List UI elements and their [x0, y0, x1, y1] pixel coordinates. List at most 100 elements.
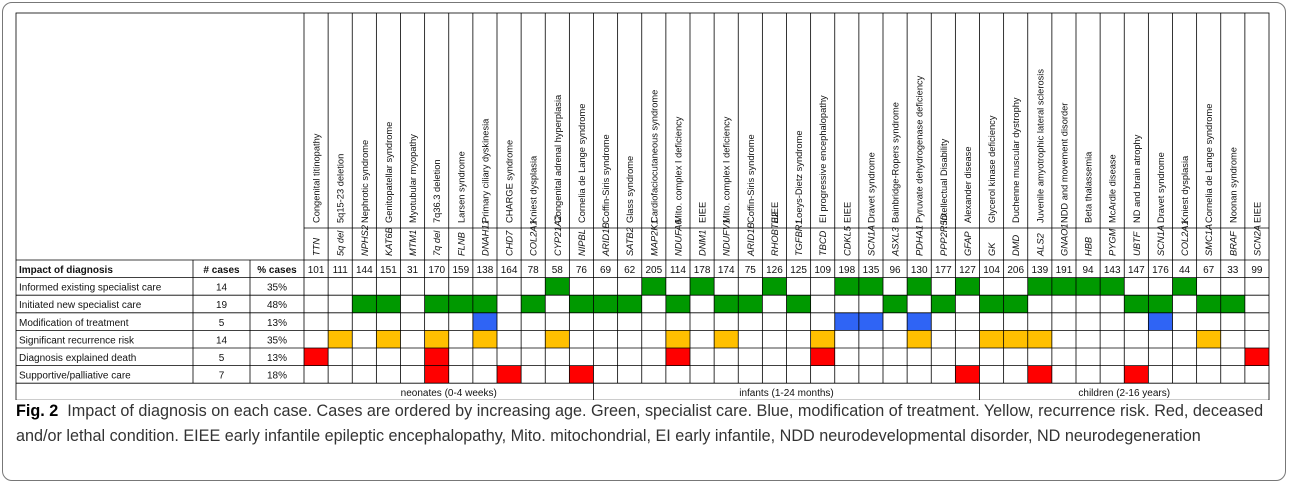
impact-cell-new [448, 295, 473, 313]
case-condition-label: Loeys-Dietz syndrome [794, 131, 804, 224]
impact-cell-new [1196, 295, 1221, 313]
case-gene-label: SATB2 [625, 226, 635, 256]
case-gene-label: FLNB [456, 232, 466, 256]
impact-cell-palliative [424, 365, 449, 384]
case-condition-label: ND and brain atrophy [1132, 134, 1142, 223]
case-gene-label: SMC1A [1204, 224, 1214, 256]
case-age-label: 69 [600, 265, 612, 276]
case-age-label: 206 [1007, 265, 1024, 276]
case-age-label: 126 [766, 265, 783, 276]
impact-cell-recur [665, 330, 690, 348]
impact-cell-new [593, 295, 618, 313]
case-gene-label: PYGM [1108, 228, 1118, 256]
case-age-label: 62 [624, 265, 636, 276]
case-gene-label: RHOBTB2 [770, 211, 780, 256]
case-age-label: 99 [1251, 265, 1263, 276]
impact-cell-specialist [907, 277, 932, 296]
impact-cell-new [617, 295, 642, 313]
impact-cell-recur [714, 330, 739, 348]
impact-cell-new [665, 295, 690, 313]
case-gene-label: TTN [312, 238, 322, 256]
case-age-label: 138 [477, 265, 494, 276]
case-age-label: 78 [528, 265, 540, 276]
impact-cell-new [738, 295, 763, 313]
case-gene-label: ASXL3 [891, 226, 901, 257]
impact-cell-death [665, 348, 690, 366]
case-age-label: 76 [576, 265, 588, 276]
case-gene-label: NPHS2 [360, 224, 370, 256]
case-gene-label: DNAH11 [480, 220, 490, 256]
case-gene-label: COL2A1 [1180, 220, 1190, 256]
case-condition-label: EIEE [1252, 202, 1262, 223]
case-gene-label: CDKL5 [842, 225, 852, 256]
figure-frame [2, 2, 1286, 481]
impact-cell-mod [858, 312, 883, 331]
case-gene-label: DNM1 [698, 230, 708, 256]
impact-cell-specialist [641, 277, 666, 296]
case-condition-label: 7q36.3 deletion [432, 159, 442, 223]
case-condition-label: Glycerol kinase deficiency [987, 115, 997, 223]
impact-cell-new [472, 295, 497, 313]
case-gene-label: HBB [1084, 237, 1094, 256]
case-gene-label: MTM1 [408, 230, 418, 256]
impact-row-label: Initiated new specialist care [19, 300, 142, 311]
impact-table: neonates (0-4 weeks) infants (1-24 months… [15, 12, 1270, 400]
case-condition-label: Cornelia de Lange syndrome [1204, 104, 1214, 223]
impact-row-label: Significant recurrence risk [19, 335, 135, 346]
case-condition-label: Duchenne muscular dystrophy [1011, 97, 1021, 223]
impact-cell-palliative [569, 365, 594, 384]
impact-cell-recur [1196, 330, 1221, 348]
case-gene-label: NDUFV1 [722, 219, 732, 256]
impact-cell-specialist [1172, 277, 1197, 296]
case-condition-label: Cornelia de Lange syndrome [577, 104, 587, 223]
case-condition-label: Noonan syndrome [1228, 147, 1238, 223]
case-condition-label: Myotubular myopathy [408, 134, 418, 223]
case-condition-label: Congenital titinopathy [312, 133, 322, 223]
age-group-label: infants (1-24 months) [739, 388, 834, 399]
case-gene-label: ALS2 [1035, 232, 1045, 257]
impact-cell-new [979, 295, 1004, 313]
impact-cell-death [810, 348, 835, 366]
case-gene-label: GNAO1 [1059, 223, 1069, 256]
impact-cell-specialist [1076, 277, 1101, 296]
case-age-label: 176 [1152, 265, 1169, 276]
case-condition-label: EIEE [770, 202, 780, 223]
age-group-label: children (2-16 years) [1078, 388, 1170, 399]
impact-cell-recur [472, 330, 497, 348]
case-condition-label: Primary ciliary dyskinesia [480, 118, 490, 223]
case-age-label: 111 [333, 265, 349, 276]
impact-cell-recur [907, 330, 932, 348]
case-gene-label: GFAP [963, 231, 973, 256]
case-condition-label: Dravet syndrome [1156, 152, 1166, 223]
case-age-label: 159 [452, 265, 469, 276]
case-condition-label: Mito. complex I deficiency [673, 116, 683, 223]
case-age-label: 31 [407, 265, 419, 276]
case-gene-label: SCN1A [866, 225, 876, 256]
impact-row-label: Diagnosis explained death [19, 353, 136, 364]
case-condition-label: Bainbridge-Ropers syndrome [891, 102, 901, 223]
impact-cell-recur [424, 330, 449, 348]
impact-cell-recur [1003, 330, 1028, 348]
case-gene-label: PPP2R5D [939, 213, 949, 256]
impact-cell-palliative [497, 365, 522, 384]
impact-cell-new [569, 295, 594, 313]
impact-row-pct: 35% [267, 283, 287, 294]
case-gene-label: SCN1A [1156, 225, 1166, 256]
impact-row-pct: 48% [267, 300, 287, 311]
caption-text: Impact of diagnosis on each case. Cases … [16, 402, 1264, 445]
impact-cell-new [376, 295, 401, 313]
impact-cell-specialist [1051, 277, 1076, 296]
table-border [15, 12, 1270, 400]
case-condition-label: Kniest dysplasia [1180, 155, 1190, 223]
impact-cell-mod [907, 312, 932, 331]
case-age-label: 174 [718, 265, 735, 276]
case-condition-label: Alexander disease [963, 147, 973, 224]
case-age-label: 127 [959, 265, 976, 276]
impact-row-label: Supportive/palliative care [19, 371, 131, 382]
figure-caption: Fig. 2 Impact of diagnosis on each case.… [16, 399, 1271, 449]
impact-row-cases: 14 [216, 283, 228, 294]
impact-cell-death [424, 348, 449, 366]
impact-cell-specialist [690, 277, 715, 296]
case-age-label: 139 [1031, 265, 1048, 276]
figure-label: Fig. 2 [16, 402, 59, 420]
